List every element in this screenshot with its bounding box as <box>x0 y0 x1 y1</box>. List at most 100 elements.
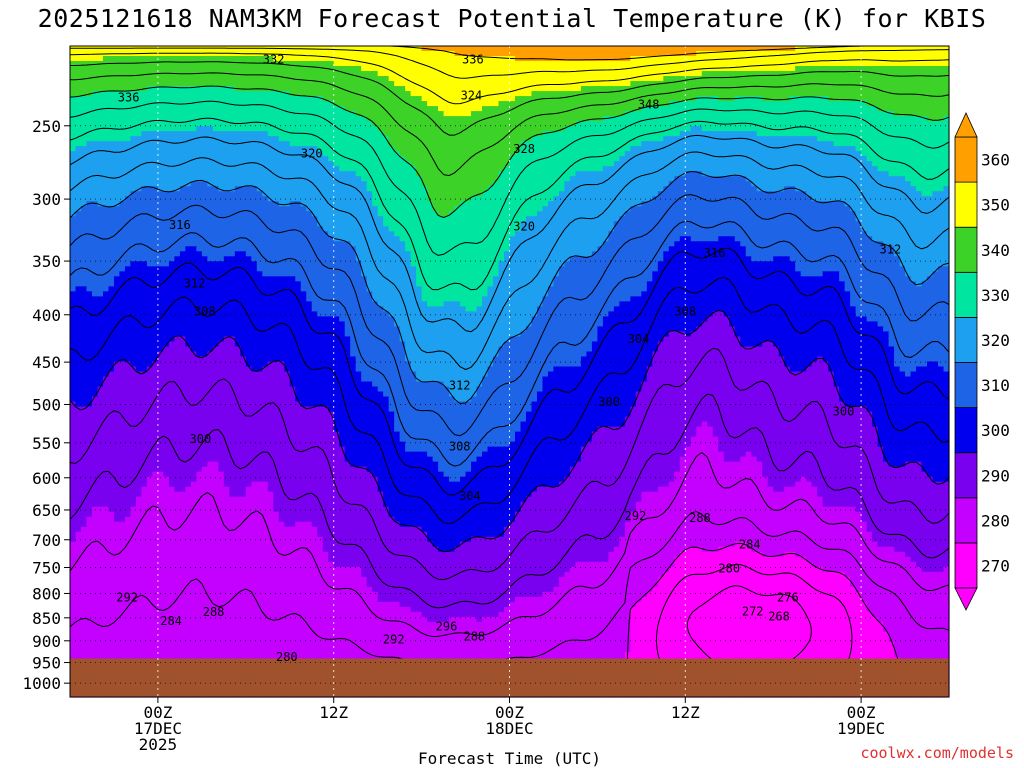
band-cell <box>135 181 143 187</box>
band-cell <box>850 46 857 52</box>
band-cell <box>663 106 670 112</box>
band-cell <box>883 106 890 112</box>
band-cell <box>75 101 82 107</box>
band-cell <box>850 81 857 87</box>
band-cell <box>432 151 439 157</box>
band-cell <box>460 46 467 52</box>
band-cell <box>207 121 214 127</box>
band-cell <box>663 46 670 52</box>
band-cell <box>756 146 763 152</box>
band-cell <box>157 66 164 72</box>
band-cell <box>317 176 324 182</box>
band-cell <box>91 56 99 62</box>
band-cell <box>476 171 483 177</box>
band-cell <box>547 141 555 147</box>
band-cell <box>311 161 318 167</box>
band-cell <box>806 86 813 92</box>
band-cell <box>383 191 390 197</box>
band-cell <box>251 151 258 157</box>
band-cell <box>536 76 544 82</box>
band-cell <box>91 191 99 197</box>
band-cell <box>872 126 879 132</box>
band-cell <box>471 136 478 142</box>
band-cell <box>833 91 840 97</box>
band-cell <box>190 86 197 92</box>
band-cell <box>619 166 626 172</box>
band-cell <box>888 166 895 172</box>
band-cell <box>70 151 77 157</box>
band-cell <box>163 56 170 62</box>
band-cell <box>668 46 675 52</box>
band-cell <box>905 96 912 102</box>
band-cell <box>262 131 269 137</box>
band-cell <box>416 71 423 77</box>
band-cell <box>245 61 252 67</box>
band-cell <box>668 76 675 82</box>
band-cell <box>190 196 197 202</box>
band-cell <box>707 71 714 77</box>
band-cell <box>531 66 538 72</box>
band-cell <box>811 161 818 167</box>
band-cell <box>344 146 351 152</box>
band-cell <box>201 101 208 107</box>
band-cell <box>163 46 170 52</box>
band-cell <box>756 91 763 97</box>
band-cell <box>575 51 582 57</box>
band-cell <box>767 76 774 82</box>
band-cell <box>690 146 697 152</box>
band-cell <box>696 51 703 57</box>
band-cell <box>608 51 615 57</box>
band-cell <box>75 126 82 132</box>
band-cell <box>833 191 840 197</box>
band-cell <box>784 106 791 112</box>
band-cell <box>938 161 945 167</box>
band-cell <box>295 66 302 72</box>
band-cell <box>300 126 307 132</box>
band-cell <box>75 76 82 82</box>
band-cell <box>723 146 730 152</box>
band-cell <box>328 131 335 137</box>
band-cell <box>366 66 373 72</box>
band-cell <box>443 106 450 112</box>
band-cell <box>454 61 461 67</box>
band-cell <box>591 61 598 67</box>
band-cell <box>97 186 104 192</box>
band-cell <box>839 111 846 117</box>
band-cell <box>817 126 824 132</box>
band-cell <box>234 136 241 142</box>
band-cell <box>536 116 544 122</box>
band-cell <box>190 166 197 172</box>
band-cell <box>531 111 538 117</box>
band-cell <box>124 141 132 147</box>
band-cell <box>146 166 153 172</box>
band-cell <box>504 51 511 57</box>
band-cell <box>157 46 164 52</box>
band-cell <box>668 166 675 172</box>
band-cell <box>938 191 945 197</box>
band-cell <box>877 121 884 127</box>
band-cell <box>97 116 104 122</box>
band-cell <box>504 121 511 127</box>
band-cell <box>465 146 472 152</box>
band-cell <box>317 86 324 92</box>
band-cell <box>718 181 725 187</box>
band-cell <box>564 161 571 167</box>
band-cell <box>817 181 824 187</box>
band-cell <box>421 166 428 172</box>
band-cell <box>218 121 225 127</box>
band-cell <box>168 201 175 207</box>
band-cell <box>438 116 445 122</box>
band-cell <box>652 141 659 147</box>
band-cell <box>465 96 472 102</box>
band-cell <box>278 111 285 117</box>
band-cell <box>580 86 588 92</box>
band-cell <box>921 191 928 197</box>
band-cell <box>701 86 708 92</box>
band-cell <box>333 126 340 132</box>
band-cell <box>547 126 555 132</box>
band-cell <box>751 81 758 87</box>
band-cell <box>300 71 307 77</box>
band-cell <box>811 191 818 197</box>
band-cell <box>921 161 928 167</box>
band-cell <box>322 121 329 127</box>
